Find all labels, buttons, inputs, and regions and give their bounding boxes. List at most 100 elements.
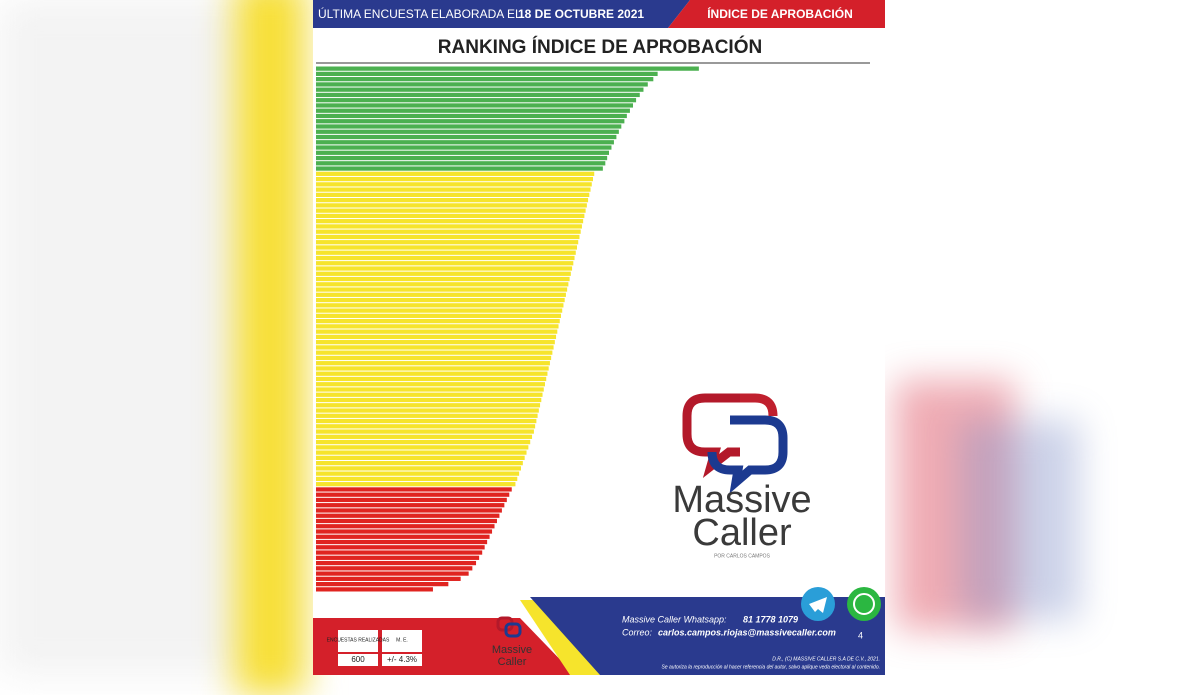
- header-label: ÚLTIMA ENCUESTA ELABORADA EL: [318, 6, 522, 21]
- bar: [316, 219, 584, 224]
- bar: [316, 345, 554, 350]
- logo-tagline: POR CARLOS CAMPOS: [714, 553, 771, 559]
- bar: [316, 492, 510, 497]
- bar: [316, 150, 610, 155]
- bar: [316, 566, 473, 571]
- bar: [316, 208, 586, 213]
- telegram-glyph: [809, 597, 827, 613]
- bar: [316, 198, 589, 203]
- footer-blue: [530, 597, 885, 675]
- header-section: ÍNDICE DE APROBACIÓN: [707, 6, 853, 21]
- bar: [316, 98, 637, 103]
- bar: [316, 461, 523, 466]
- bar: [316, 350, 553, 355]
- bar: [316, 503, 505, 508]
- bar: [316, 124, 622, 129]
- bar: [316, 255, 575, 261]
- whatsapp: 81 1778 1079: [743, 614, 798, 624]
- bar: [316, 482, 516, 487]
- bar: [316, 161, 606, 166]
- email-label: Correo:: [622, 627, 653, 637]
- bar: [316, 387, 544, 392]
- table-cell: [382, 630, 422, 652]
- header-red: [668, 0, 885, 28]
- bar: [316, 534, 490, 539]
- table-header: M. E.: [396, 637, 408, 643]
- bar: [316, 434, 533, 439]
- bar: [316, 439, 531, 445]
- bar: [316, 376, 547, 382]
- bar: [316, 524, 495, 529]
- bar: [316, 303, 564, 308]
- bar: [316, 134, 617, 140]
- bar: [316, 82, 648, 87]
- bar: [316, 229, 581, 234]
- blur-red: [895, 380, 1015, 630]
- bar: [316, 171, 595, 176]
- bar: [316, 382, 545, 387]
- small-logo-icon: [496, 616, 522, 638]
- bar: [316, 187, 591, 192]
- bar: [316, 155, 608, 161]
- bar: [316, 513, 500, 518]
- small-logo-line1: Massive: [492, 644, 532, 656]
- bar: [316, 560, 477, 566]
- bar: [316, 308, 563, 313]
- bar: [316, 334, 557, 340]
- bar: [316, 113, 627, 119]
- bar: [316, 87, 644, 92]
- bar: [316, 271, 571, 276]
- bar: [316, 240, 579, 245]
- bar: [316, 276, 570, 282]
- bar: [316, 355, 552, 361]
- bar: [316, 397, 542, 403]
- bar: [316, 324, 559, 329]
- bar: [316, 529, 493, 534]
- bar: [316, 313, 561, 318]
- bar: [316, 403, 541, 408]
- bar: [316, 203, 587, 208]
- bar: [316, 129, 619, 134]
- infographic: ÚLTIMA ENCUESTA ELABORADA EL 18 DE OCTUB…: [313, 0, 885, 675]
- bar: [316, 576, 461, 581]
- bar: [316, 361, 550, 366]
- bar: [316, 213, 585, 219]
- bar: [316, 587, 433, 592]
- bar: [316, 250, 576, 255]
- bar: [316, 119, 625, 124]
- whatsapp-label: Massive Caller Whatsapp:: [622, 614, 727, 624]
- table-header: ENCUESTAS REALIZADAS: [327, 637, 390, 643]
- bar: [316, 545, 485, 550]
- bar: [316, 408, 539, 413]
- bar: [316, 340, 555, 345]
- copyright: D.R., (C) MASSIVE CALLER S.A DE C.V., 20…: [772, 656, 880, 662]
- bar: [316, 318, 560, 324]
- bar: [316, 176, 593, 182]
- whatsapp-icon: [847, 587, 881, 621]
- bar: [316, 555, 480, 560]
- bar: [316, 581, 449, 587]
- bar: [316, 140, 614, 145]
- bar: [316, 487, 512, 492]
- header-date: 18 DE OCTUBRE 2021: [518, 7, 644, 21]
- bar: [316, 71, 658, 77]
- header-band: [313, 0, 690, 28]
- bar: [316, 518, 497, 524]
- bar: [316, 182, 592, 187]
- logo-line1: Massive: [672, 479, 811, 521]
- bar: [316, 450, 527, 455]
- bar: [316, 287, 568, 292]
- small-logo-line2: Caller: [498, 656, 527, 668]
- bar: [316, 476, 518, 482]
- bar: [316, 571, 469, 576]
- logo-icon: [682, 393, 788, 494]
- notice: Se autoriza la reproducción al hacer ref…: [662, 664, 880, 670]
- bar: [316, 103, 634, 108]
- bar: [316, 145, 612, 150]
- whatsapp-glyph: [853, 593, 875, 615]
- bar: [316, 92, 640, 98]
- bar: [316, 455, 525, 460]
- bar: [316, 245, 577, 250]
- bar: [316, 108, 630, 113]
- bar: [316, 329, 558, 334]
